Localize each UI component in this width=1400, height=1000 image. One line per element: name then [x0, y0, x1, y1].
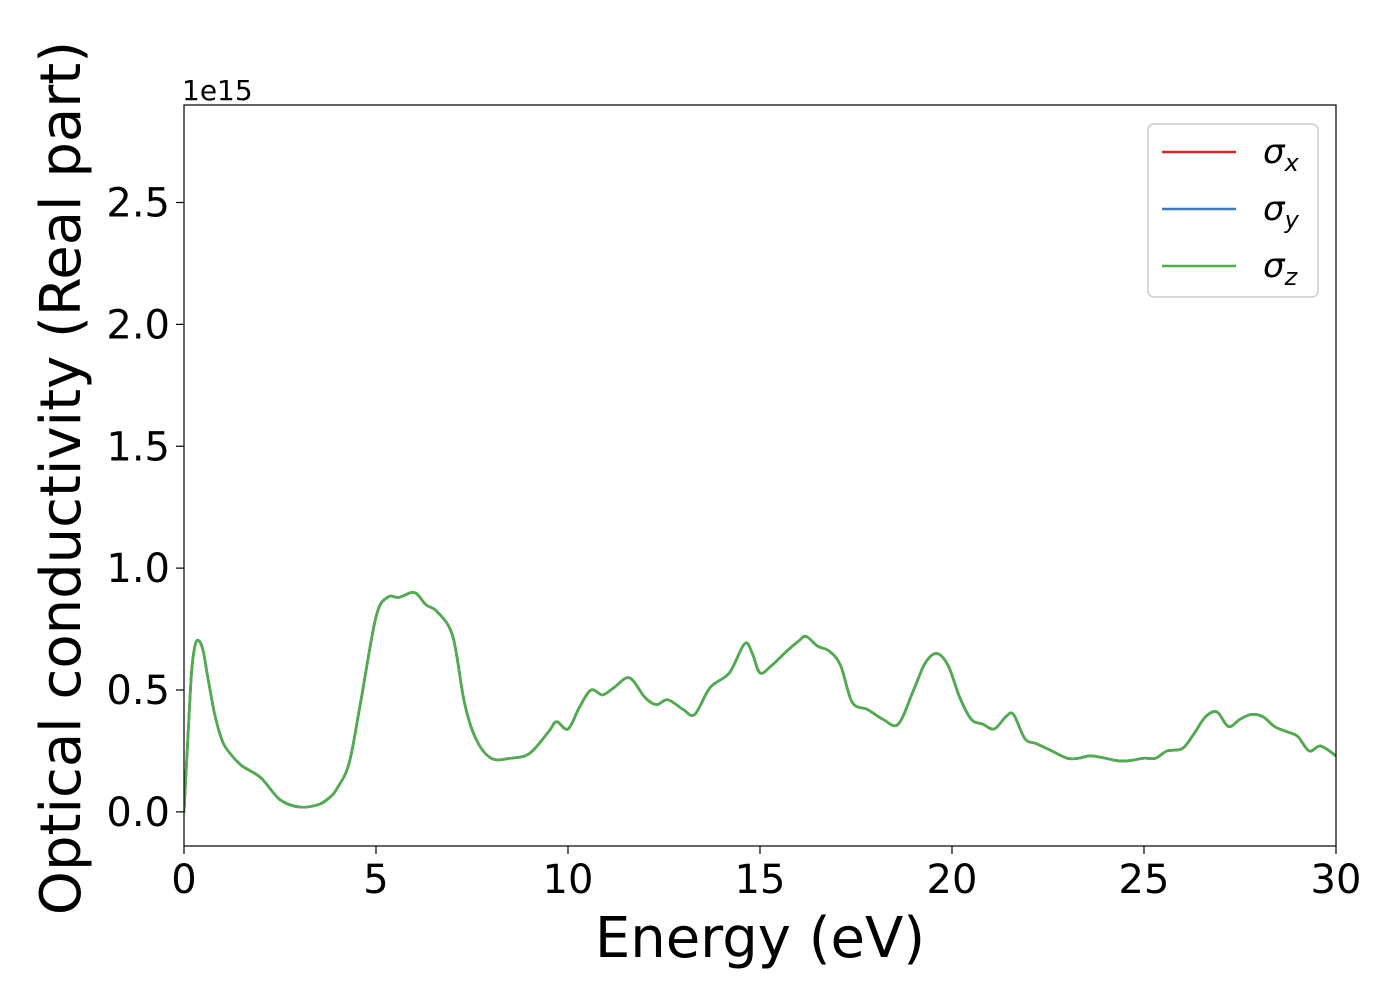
- x-tick-label: 0: [171, 857, 196, 903]
- series-layer: [184, 591, 1336, 814]
- legend-label-x: σx: [1263, 132, 1300, 177]
- y-tick-label: 1.0: [106, 546, 170, 592]
- y-tick-label: 0.0: [106, 790, 170, 836]
- x-tick-label: 25: [1119, 857, 1170, 903]
- y-tick-label: 2.0: [106, 302, 170, 348]
- legend-label-y: σy: [1263, 189, 1300, 234]
- legend-box: [1147, 123, 1319, 298]
- x-tick-label: 5: [363, 857, 388, 903]
- legend-label-z: σz: [1263, 246, 1299, 291]
- y-axis-ticks: 0.0 0.5 1.0 1.5 2.0 2.5: [106, 181, 184, 836]
- y-offset-label: 1e15: [182, 74, 253, 107]
- plot-area: [184, 105, 1336, 846]
- x-tick-label: 15: [735, 857, 786, 903]
- x-axis-ticks: 0 5 10 15 20 25 30: [171, 846, 1361, 903]
- legend-items: σx σy σz: [1162, 132, 1300, 291]
- y-tick-label: 2.5: [106, 181, 170, 227]
- series-line-z: [184, 591, 1336, 814]
- y-axis-label: Optical conductivity (Real part): [29, 41, 94, 915]
- x-tick-label: 20: [927, 857, 978, 903]
- x-axis-label: Energy (eV): [595, 906, 925, 971]
- x-tick-label: 10: [543, 857, 594, 903]
- x-tick-label: 30: [1311, 857, 1362, 903]
- y-tick-label: 1.5: [106, 424, 170, 470]
- y-tick-label: 0.5: [106, 668, 170, 714]
- legend: σx σy σz: [1147, 123, 1319, 298]
